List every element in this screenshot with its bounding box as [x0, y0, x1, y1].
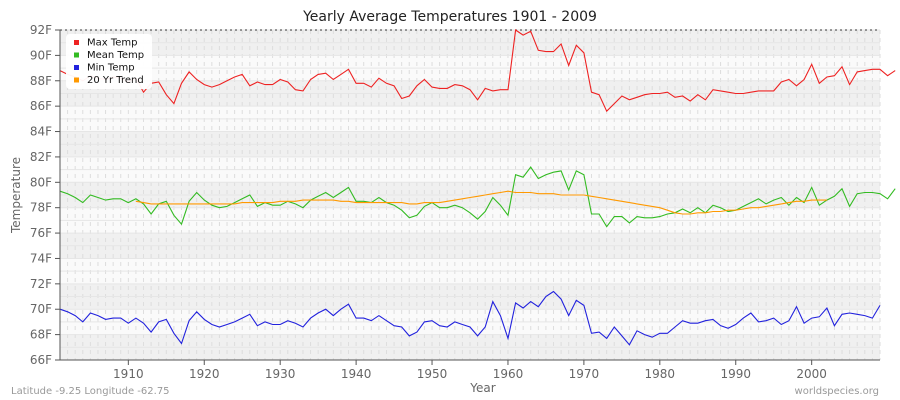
y-tick-label: 72F — [30, 277, 52, 291]
20-yr-trend-line — [135, 190, 827, 215]
coordinates-label: Latitude -9.25 Longitude -62.75 — [11, 386, 170, 397]
y-tick-label: 90F — [30, 48, 52, 62]
legend-swatch — [74, 40, 79, 45]
legend-item: 20 Yr Trend — [87, 75, 144, 86]
legend-item: Min Temp — [87, 63, 135, 74]
legend-item: Mean Temp — [87, 50, 144, 61]
min-temp-line — [59, 290, 881, 346]
y-tick-label: 66F — [30, 353, 52, 367]
y-axis-label: Temperature — [9, 157, 23, 234]
y-tick-label: 74F — [30, 251, 52, 265]
y-tick-label: 76F — [30, 226, 52, 240]
y-tick-label: 70F — [30, 302, 52, 316]
x-tick-label: 1910 — [113, 367, 144, 381]
y-tick-label: 78F — [30, 201, 52, 215]
axes: 66F 68F 70F 72F 74F 76F 78F 80F 82F 84F 86F 88F 90F 9… — [30, 23, 880, 381]
legend-item: Max Temp — [87, 38, 138, 49]
y-tick-label: 68F — [30, 328, 52, 342]
x-tick-label: 1970 — [569, 367, 600, 381]
legend-swatch — [74, 65, 79, 70]
source-label: worldspecies.org — [795, 386, 879, 397]
y-tick-label: 92F — [30, 23, 52, 37]
x-tick-label: 1960 — [493, 367, 524, 381]
chart-title: Yearly Average Temperatures 1901 - 2009 — [302, 9, 597, 25]
y-tick-label: 88F — [30, 74, 52, 88]
y-tick-label: 86F — [30, 99, 52, 113]
x-tick-label: 1950 — [417, 367, 448, 381]
legend-box — [66, 34, 152, 89]
x-tick-label: 1930 — [265, 367, 296, 381]
y-tick-label: 82F — [30, 150, 52, 164]
legend-swatch — [74, 77, 79, 83]
y-tick-label: 80F — [30, 175, 52, 189]
grid-lines — [59, 29, 881, 361]
x-axis-label: Year — [469, 381, 495, 395]
x-tick-label: 1980 — [645, 367, 676, 381]
x-tick-label: 1940 — [341, 367, 372, 381]
x-tick-label: 1920 — [189, 367, 220, 381]
legend-swatch — [74, 52, 79, 58]
y-tick-label: 84F — [30, 125, 52, 139]
max-temp-line — [59, 29, 896, 113]
x-tick-label: 2000 — [796, 367, 827, 381]
mean-temp-line — [59, 166, 896, 228]
series-lines — [59, 29, 896, 346]
x-tick-label: 1990 — [720, 367, 751, 381]
